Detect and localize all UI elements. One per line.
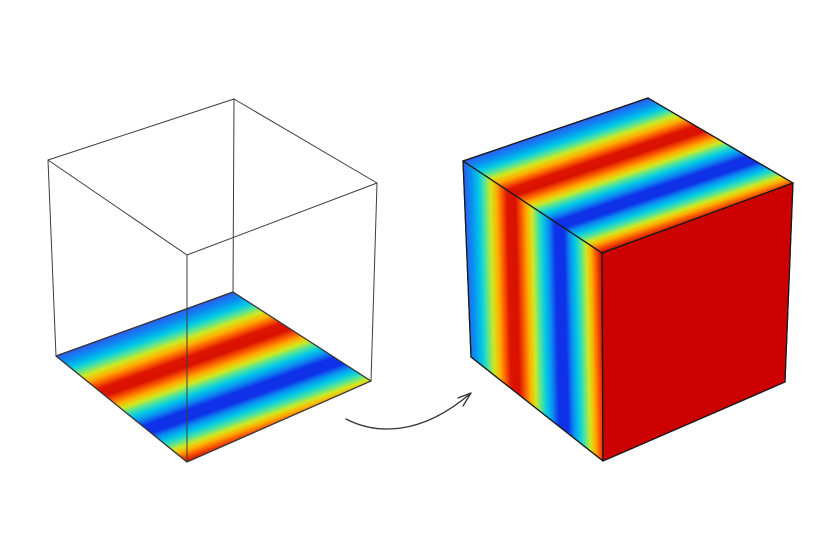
cube-edge xyxy=(55,355,188,463)
cube-edge xyxy=(601,252,604,462)
cube-edge xyxy=(784,182,794,383)
cube-edge xyxy=(462,160,603,254)
cube-edge xyxy=(370,182,378,382)
cube-edge xyxy=(602,381,786,462)
arrow-curve xyxy=(345,392,472,430)
arrow-head-icon xyxy=(457,392,472,407)
cube-edge xyxy=(47,159,57,357)
cube-edge xyxy=(601,182,794,254)
cube-edge xyxy=(47,159,188,256)
cube-edge xyxy=(462,97,649,162)
cube-edge xyxy=(186,380,372,463)
cube-edge xyxy=(232,98,235,293)
cube-edge xyxy=(47,98,235,161)
mapping-arrow xyxy=(345,392,472,430)
extruded-cube xyxy=(462,97,794,462)
cube-edge xyxy=(647,97,794,184)
cube-edge xyxy=(233,98,378,184)
cube-edge xyxy=(55,291,234,357)
cube-edge xyxy=(232,291,372,382)
solution-surface xyxy=(55,291,372,463)
cube-edge xyxy=(462,160,472,358)
cube-edge xyxy=(186,182,378,256)
wireframe-cube xyxy=(47,98,378,463)
cube-edge xyxy=(470,356,604,462)
